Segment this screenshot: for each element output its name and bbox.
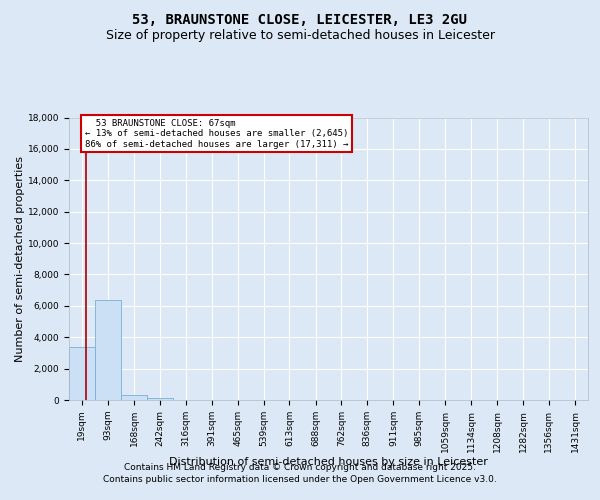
Bar bbox=[95, 300, 121, 400]
X-axis label: Distribution of semi-detached houses by size in Leicester: Distribution of semi-detached houses by … bbox=[169, 458, 488, 468]
Text: 53 BRAUNSTONE CLOSE: 67sqm
← 13% of semi-detached houses are smaller (2,645)
86%: 53 BRAUNSTONE CLOSE: 67sqm ← 13% of semi… bbox=[85, 119, 349, 148]
Bar bbox=[147, 398, 173, 400]
Text: 53, BRAUNSTONE CLOSE, LEICESTER, LE3 2GU: 53, BRAUNSTONE CLOSE, LEICESTER, LE3 2GU bbox=[133, 12, 467, 26]
Text: Size of property relative to semi-detached houses in Leicester: Size of property relative to semi-detach… bbox=[106, 28, 494, 42]
Y-axis label: Number of semi-detached properties: Number of semi-detached properties bbox=[15, 156, 25, 362]
Bar bbox=[121, 394, 147, 400]
Text: Contains HM Land Registry data © Crown copyright and database right 2025.: Contains HM Land Registry data © Crown c… bbox=[124, 462, 476, 471]
Text: Contains public sector information licensed under the Open Government Licence v3: Contains public sector information licen… bbox=[103, 475, 497, 484]
Bar bbox=[69, 346, 95, 400]
